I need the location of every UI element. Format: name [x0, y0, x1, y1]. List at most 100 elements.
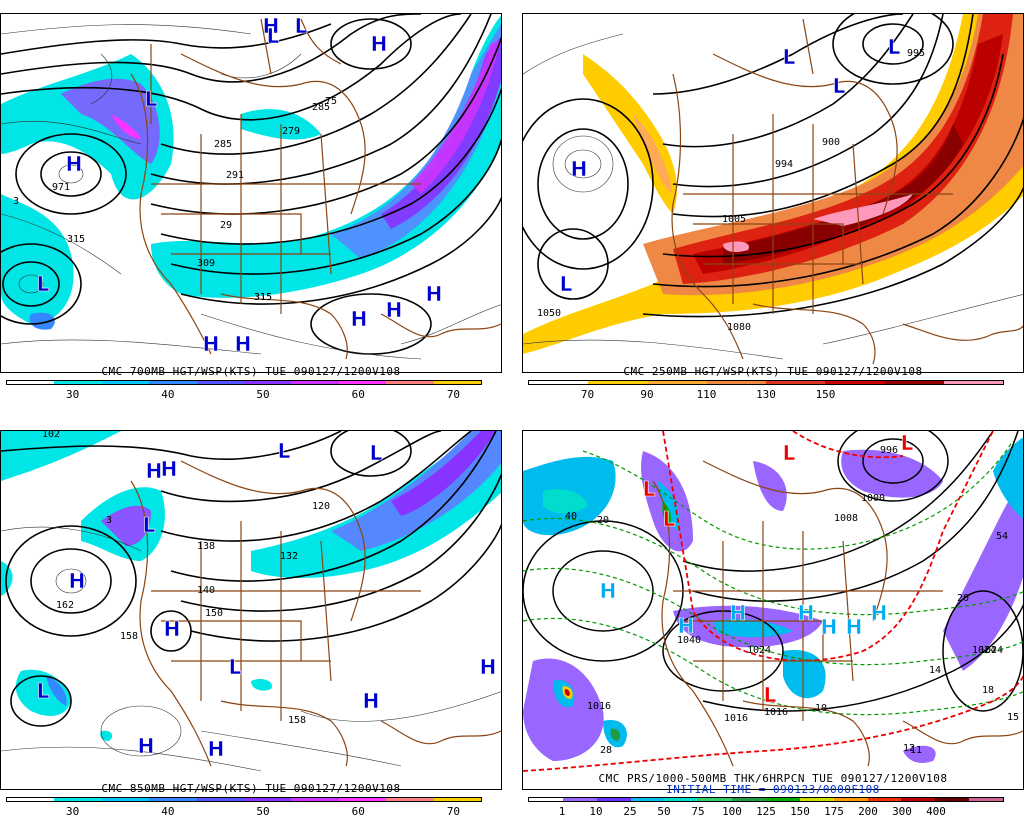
colorbar-swatch: [969, 798, 1004, 801]
contour-label: 15: [1007, 712, 1019, 723]
high-pressure-symbol: H: [161, 457, 178, 481]
colorbar-swatch: [386, 798, 434, 801]
contour-label: 12: [903, 743, 915, 754]
colorbar-tick-label: 50: [657, 805, 671, 818]
map-prs-thk-pcn: 1040 1024 1016 1016 1016 1024 1000 1008 996 20 54 1…: [522, 430, 1024, 790]
colorbar-tick-label: 30: [66, 388, 80, 401]
contour-label: 138: [197, 541, 215, 552]
contour-label: 1024: [747, 645, 771, 656]
low-pressure-symbol: L: [663, 507, 676, 531]
high-pressure-symbol: H: [371, 32, 388, 56]
high-pressure-symbol: H: [798, 601, 815, 625]
low-pressure-symbol: L: [783, 441, 796, 465]
colorbar-swatch: [799, 798, 834, 801]
panel-250mb: 1050 1005 1080 900 994 995 H L L L L CMC 250MB HG…: [522, 13, 1024, 405]
contour-label: 75: [325, 96, 337, 107]
low-pressure-symbol: L: [267, 24, 280, 48]
colorbar-tick-label: 70: [446, 805, 461, 818]
high-pressure-symbol: H: [351, 307, 368, 331]
high-pressure-symbol: H: [426, 282, 443, 306]
panel-prs-title: CMC PRS/1000-500MB THK/6HRPCN TUE 090127…: [598, 772, 948, 785]
high-pressure-symbol: H: [363, 689, 380, 713]
colorbar-swatch: [196, 381, 245, 384]
low-pressure-symbol: L: [783, 45, 796, 69]
contour-label: 285: [214, 139, 232, 150]
contour-label: 11: [910, 745, 922, 756]
contour-label: 20: [957, 593, 969, 604]
contour-label: 1024: [972, 645, 996, 656]
colorbar-swatch: [54, 798, 102, 801]
contour-label: 291: [226, 170, 244, 181]
high-pressure-symbol: H: [821, 615, 838, 639]
contour-label: 29: [220, 220, 232, 231]
colorbar-tick-label: 50: [256, 388, 270, 401]
contour-label: 1016: [587, 701, 611, 712]
colorbar-swatch: [149, 381, 197, 384]
colorbar-tick-label: 75: [691, 805, 705, 818]
colorbar-swatch: [901, 798, 936, 801]
contour-label: 3: [106, 515, 112, 526]
panel-850mb-title: CMC 850MB HGT/WSP(KTS) TUE 090127/1200V1…: [101, 782, 401, 795]
low-pressure-symbol: L: [370, 441, 383, 465]
colorbar-tick-label: 60: [351, 388, 365, 401]
colorbar-swatch: [7, 798, 55, 801]
contour-label: 54: [996, 531, 1008, 542]
colorbar-tick-label: 30: [66, 805, 80, 818]
colorbar-tick-label: 1: [558, 805, 566, 818]
colorbar-tick-label: 90: [640, 388, 654, 401]
colorbar-swatch: [833, 798, 868, 801]
colorbar-swatch: [943, 381, 1003, 384]
high-pressure-symbol: H: [263, 14, 280, 38]
colorbar-tick-label: 300: [892, 805, 912, 818]
contour-label: 132: [280, 551, 298, 562]
low-pressure-symbol: L: [888, 35, 901, 59]
contour-label: 1008: [834, 513, 858, 524]
contour-label: 20: [597, 515, 609, 526]
contour-label: 1005: [722, 214, 746, 225]
panel-250mb-title: CMC 250MB HGT/WSP(KTS) TUE 090127/1200V1…: [623, 365, 923, 378]
low-pressure-symbol: L: [901, 431, 914, 455]
high-pressure-symbol: H: [146, 459, 163, 483]
colorbar-swatch: [529, 381, 589, 384]
high-pressure-symbol: H: [138, 734, 155, 758]
high-pressure-symbol: H: [571, 157, 588, 181]
high-pressure-symbol: H: [203, 332, 220, 356]
colorbar-swatch: [338, 798, 387, 801]
colorbar-tick-label: 400: [926, 805, 946, 818]
low-pressure-symbol: L: [278, 439, 291, 463]
high-pressure-symbol: H: [730, 601, 747, 625]
colorbar-swatch: [630, 798, 665, 801]
colorbar-swatch: [433, 798, 482, 801]
high-pressure-symbol: H: [480, 655, 497, 679]
colorbar-tick-label: 50: [256, 805, 270, 818]
contour-label: 40: [565, 511, 577, 522]
colorbar-swatch: [196, 798, 245, 801]
colorbar-swatch: [867, 798, 902, 801]
low-pressure-symbol: L: [560, 272, 573, 296]
low-pressure-symbol: L: [295, 14, 308, 38]
colorbar-tick-label: 40: [161, 805, 175, 818]
colorbar-swatch: [433, 381, 482, 384]
high-pressure-symbol: H: [846, 615, 863, 639]
low-pressure-symbol: L: [643, 477, 656, 501]
contour-label: 315: [254, 292, 272, 303]
colorbar-swatch: [664, 798, 699, 801]
contour-label: 1080: [727, 322, 751, 333]
colorbar-tick-label: 150: [815, 388, 836, 401]
low-pressure-symbol: L: [37, 272, 50, 296]
contour-label: 309: [197, 258, 215, 269]
colorbar-swatch: [732, 798, 767, 801]
low-pressure-symbol: L: [143, 513, 156, 537]
colorbar-swatch: [588, 381, 648, 384]
contour-label: 994: [775, 159, 793, 170]
contour-label: 315: [67, 234, 85, 245]
contour-label: 162: [56, 600, 74, 611]
colorbar-swatch: [7, 381, 55, 384]
high-pressure-symbol: H: [386, 298, 403, 322]
low-pressure-symbol: L: [37, 679, 50, 703]
colorbar-swatch: [766, 381, 826, 384]
high-pressure-symbol: H: [871, 601, 888, 625]
panel-700mb-title: CMC 700MB HGT/WSP(KTS) TUE 090127/1200V1…: [101, 365, 401, 378]
